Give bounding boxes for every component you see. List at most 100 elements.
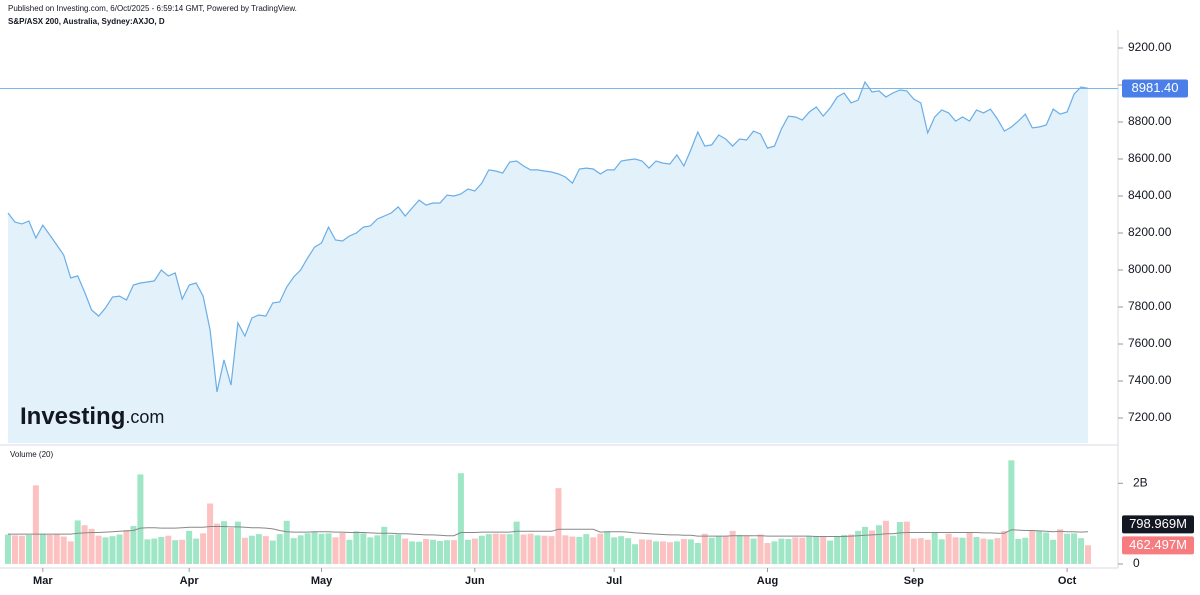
volume-bar [207, 503, 214, 564]
last-volume-label: 462.497M [1129, 537, 1187, 552]
volume-title: Volume (20) [10, 450, 53, 459]
volume-bar [771, 541, 778, 564]
volume-bar [276, 534, 283, 564]
volume-bar [785, 538, 792, 564]
volume-bar [74, 520, 81, 564]
volume-bar [980, 538, 987, 564]
volume-bar [708, 537, 715, 564]
volume-bar [214, 523, 221, 564]
volume-bar [1085, 545, 1091, 564]
volume-bar [618, 536, 625, 564]
volume-bar [165, 535, 172, 564]
volume-bar [416, 541, 423, 564]
price-line [7, 80, 1089, 393]
volume-bar [1015, 538, 1022, 564]
volume-bar [945, 533, 952, 564]
volume-bar [234, 521, 241, 564]
volume-bar [1029, 530, 1036, 564]
volume-bar [46, 534, 53, 564]
volume-bar [443, 540, 450, 564]
volume-bar [346, 539, 353, 564]
volume-bar [88, 528, 95, 564]
volume-bar [611, 537, 618, 564]
volume-bar [799, 537, 806, 564]
y-tick-label: 8800.00 [1128, 114, 1172, 128]
volume-bar [862, 526, 869, 564]
y-tick-label: 7200.00 [1128, 410, 1172, 424]
volume-bar [1008, 460, 1015, 564]
volume-bar [562, 535, 569, 564]
volume-bar [60, 536, 67, 564]
volume-bar [938, 539, 945, 564]
volume-bar [221, 521, 227, 564]
volume-bar [25, 534, 32, 564]
volume-bar [527, 533, 534, 564]
published-note: Published on Investing.com, 6/Oct/2025 -… [8, 4, 297, 13]
volume-bar [18, 535, 25, 564]
volume-bar [701, 533, 708, 564]
volume-bar [130, 526, 137, 564]
volume-bar [687, 539, 694, 564]
volume-bar [848, 534, 855, 564]
volume-bar [1001, 530, 1008, 564]
volume-bar [367, 537, 374, 564]
volume-bar [297, 535, 304, 564]
volume-bar [81, 525, 88, 564]
volume-bar [269, 540, 276, 564]
volume-bar [5, 534, 11, 564]
volume-bar [869, 530, 875, 564]
y-tick-label: 0 [1133, 556, 1140, 570]
volume-bar [666, 542, 673, 564]
volume-bar [1057, 529, 1064, 564]
volume-bar [395, 534, 402, 564]
volume-bar [855, 530, 862, 564]
volume-bar [102, 537, 109, 564]
x-tick-label: Aug [757, 575, 778, 587]
volume-bar [1050, 539, 1057, 564]
y-tick-label: 8000.00 [1128, 262, 1172, 276]
volume-bar [290, 538, 297, 564]
volume-bar [1022, 537, 1029, 564]
volume-bar [680, 538, 687, 564]
volume-bar [520, 534, 527, 564]
y-tick-label: 8600.00 [1128, 151, 1172, 165]
y-tick-label: 8200.00 [1128, 225, 1172, 239]
volume-bar [694, 542, 701, 564]
x-tick-label: Jul [606, 575, 622, 587]
volume-bar [806, 536, 813, 564]
volume-bar [11, 535, 18, 564]
y-tick-label: 2B [1133, 475, 1148, 489]
volume-bar [471, 538, 478, 564]
volume-bar [632, 544, 639, 564]
volume-bar [987, 539, 994, 564]
volume-bar [116, 534, 123, 564]
volume-bar [722, 536, 729, 564]
volume-bar [834, 536, 841, 564]
volume-bar [248, 535, 255, 564]
volume-bar [597, 533, 604, 564]
volume-bar [924, 539, 931, 564]
y-tick-label: 7600.00 [1128, 336, 1172, 350]
volume-bar [917, 538, 924, 564]
volume-bar [994, 538, 1001, 564]
volume-bar [889, 535, 896, 564]
volume-bar [255, 534, 262, 564]
volume-bar [583, 534, 590, 564]
volume-bar [430, 539, 437, 564]
volume-bar [910, 538, 917, 564]
watermark-brand: Investing [20, 403, 125, 430]
volume-bar [764, 542, 771, 564]
volume-bar [541, 535, 548, 564]
volume-bar [659, 541, 666, 564]
y-tick-label: 8400.00 [1128, 188, 1172, 202]
volume-bar [437, 540, 443, 564]
last-price-tag [1122, 79, 1188, 98]
volume-bar [318, 533, 325, 564]
volume-bar [1043, 532, 1050, 564]
volume-bar [931, 532, 938, 564]
volume-bar [186, 530, 193, 564]
last-volume-tag [1122, 536, 1194, 555]
volume-bar [555, 488, 562, 564]
price-area [8, 82, 1088, 443]
volume-bar [499, 534, 506, 564]
